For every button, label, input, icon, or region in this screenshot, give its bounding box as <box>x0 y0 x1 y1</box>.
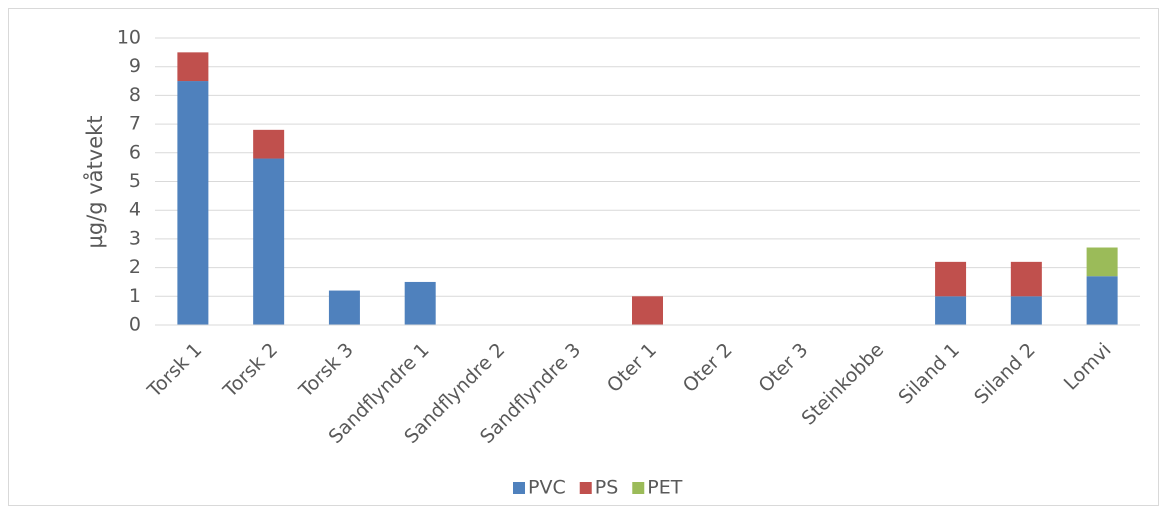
legend-label: PS <box>595 477 619 499</box>
bar-segment <box>935 296 967 325</box>
x-tick-label: Torsk 3 <box>294 339 358 403</box>
x-tick-label: Steinkobbe <box>798 339 889 430</box>
x-tick-label: Lomvi <box>1060 339 1116 395</box>
y-tick-label: 3 <box>129 227 141 249</box>
bar-segment <box>177 52 209 82</box>
y-axis-label: µg/g våtvekt <box>82 115 107 248</box>
x-tick-label: Torsk 1 <box>143 339 207 403</box>
y-tick-label: 0 <box>129 314 141 336</box>
bar-segment <box>1086 247 1118 277</box>
legend-swatch <box>632 482 645 494</box>
y-tick-label: 10 <box>117 27 141 49</box>
y-tick-label: 5 <box>129 170 141 192</box>
bar-segment <box>177 81 209 325</box>
y-tick-label: 1 <box>129 285 141 307</box>
x-tick-label: Siland 1 <box>894 339 964 409</box>
x-tick-label: Torsk 2 <box>219 339 283 403</box>
legend-swatch <box>579 482 592 494</box>
bar-segment <box>253 158 285 325</box>
y-tick-label: 9 <box>129 55 141 77</box>
y-tick-label: 2 <box>129 256 141 278</box>
bar-segment <box>1086 276 1118 325</box>
x-tick-label: Oter 1 <box>603 339 661 397</box>
y-tick-label: 8 <box>129 84 141 106</box>
bar-segment <box>935 261 967 297</box>
y-tick-label: 4 <box>129 199 141 221</box>
x-tick-label: Oter 2 <box>679 339 737 397</box>
legend-label: PET <box>647 477 682 499</box>
bar-segment <box>328 290 360 325</box>
y-tick-label: 6 <box>129 141 141 163</box>
x-tick-label: Siland 2 <box>970 339 1040 409</box>
x-tick-label: Oter 3 <box>754 339 812 397</box>
bar-segment <box>404 281 436 325</box>
bar-segment <box>1010 261 1042 297</box>
bar-segment <box>632 296 663 325</box>
legend-swatch <box>513 482 525 494</box>
y-tick-label: 7 <box>129 113 141 135</box>
bar-segment <box>1010 296 1042 325</box>
legend-label: PVC <box>528 477 566 499</box>
bar-segment <box>253 129 285 159</box>
